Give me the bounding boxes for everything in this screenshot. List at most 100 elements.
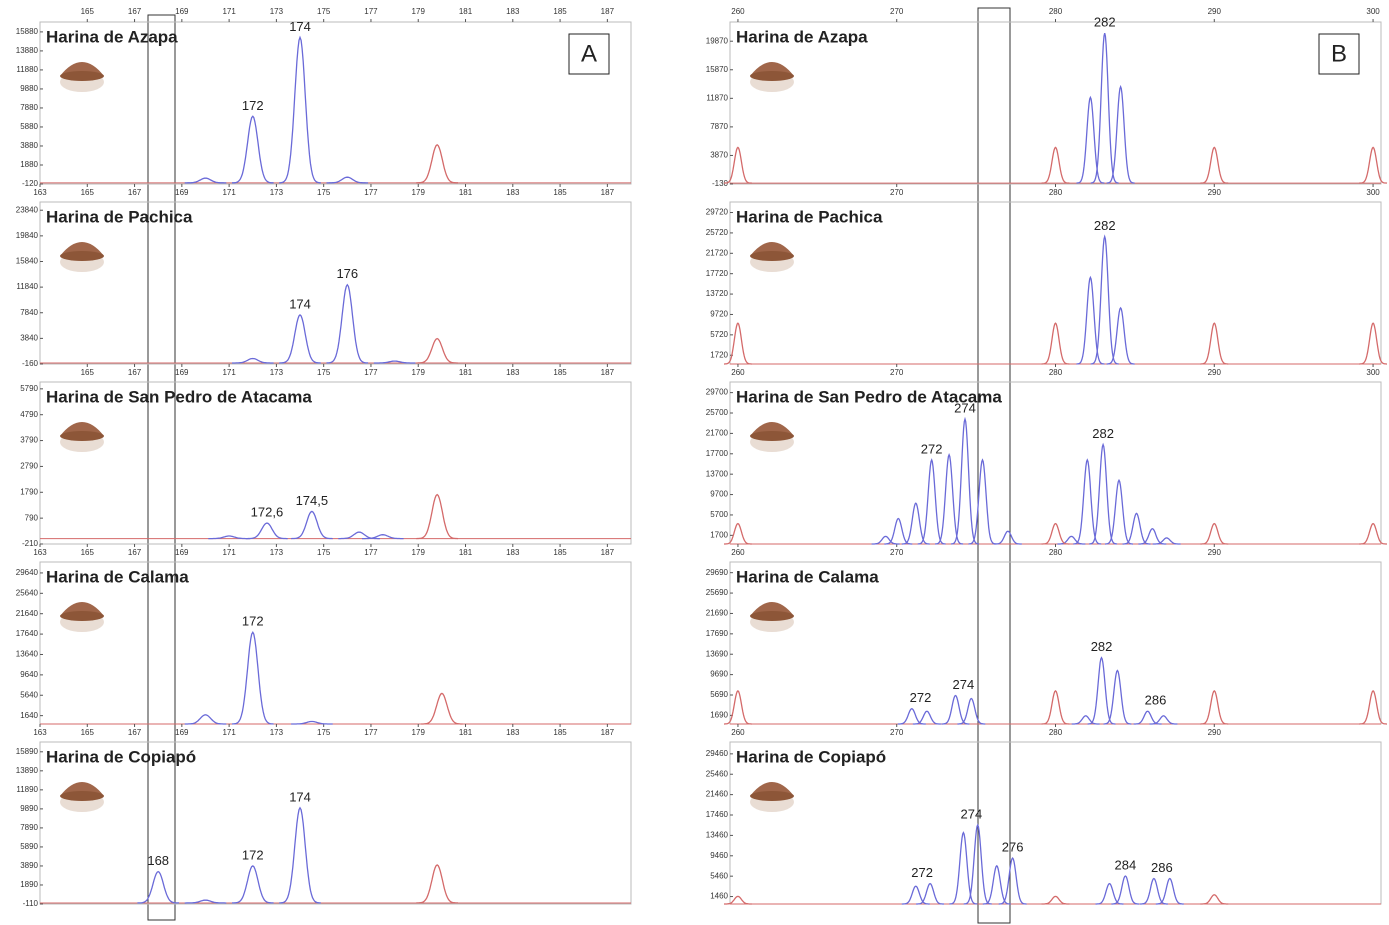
peak [1359, 146, 1388, 184]
y-tick-label: 1790 [20, 487, 38, 496]
peak-label: 172 [242, 98, 264, 113]
peak [998, 857, 1027, 905]
peak-label: 274 [960, 806, 982, 821]
chart-title: Harina de San Pedro de Atacama [736, 387, 1002, 406]
panel-label: B [1331, 40, 1347, 67]
peak [232, 357, 274, 364]
peak [957, 697, 986, 725]
peak [326, 283, 369, 364]
x-tick-label: 290 [1208, 188, 1222, 197]
y-tick-label: 29460 [706, 749, 729, 758]
peak-label: 272 [910, 690, 932, 705]
x-tick-label: 270 [890, 188, 904, 197]
y-tick-label: 29640 [16, 568, 39, 577]
peak-label: 168 [147, 853, 169, 868]
top-tick-label: 175 [317, 7, 331, 16]
y-tick-label: 11890 [16, 785, 38, 794]
peak [1041, 322, 1070, 365]
peak [362, 534, 404, 540]
peak [184, 714, 227, 725]
x-tick-label: 290 [1208, 548, 1222, 557]
y-tick-label: 11840 [16, 282, 38, 291]
top-tick-label: 185 [553, 7, 567, 16]
y-tick-label: 1720 [710, 350, 728, 359]
peak [1057, 535, 1086, 545]
y-tick-label: 5690 [710, 690, 728, 699]
x-tick-label: 163 [33, 728, 47, 737]
top-tick-label: 183 [506, 7, 520, 16]
peak [724, 690, 752, 725]
top-tick-label: 260 [731, 7, 745, 16]
y-tick-label: 13690 [706, 649, 729, 658]
peak [724, 895, 752, 905]
peak [1200, 522, 1229, 545]
peak [1200, 146, 1229, 184]
x-tick-label: 169 [175, 548, 189, 557]
x-tick-label: 165 [81, 548, 95, 557]
plot-frame [39, 741, 632, 905]
peak [968, 458, 997, 545]
peak [871, 535, 900, 545]
peak-label: 176 [336, 266, 358, 281]
peak [724, 522, 752, 545]
x-tick-label: 181 [459, 728, 473, 737]
peak [917, 458, 946, 545]
chart-title: Harina de Calama [46, 567, 189, 586]
peak [935, 453, 964, 545]
y-tick-label: 15880 [16, 27, 39, 36]
y-tick-label: 1890 [20, 880, 38, 889]
peak-label: 174,5 [296, 493, 329, 508]
peak [1041, 146, 1070, 184]
plot-frame [39, 21, 632, 185]
y-tick-label: 21700 [706, 429, 729, 438]
peak [1200, 690, 1229, 725]
peak-label: 174 [289, 19, 311, 34]
x-tick-label: 280 [1049, 188, 1063, 197]
x-tick-label: 300 [1366, 188, 1380, 197]
peak-label: 286 [1151, 860, 1173, 875]
y-tick-label: 13720 [706, 289, 729, 298]
x-tick-label: 185 [553, 188, 567, 197]
peak [901, 502, 930, 545]
peak [1111, 875, 1140, 905]
y-tick-label: 11870 [706, 93, 728, 102]
y-tick-label: 5720 [710, 330, 728, 339]
y-tick-label: 3890 [20, 861, 38, 870]
peak-label: 286 [1145, 693, 1167, 708]
y-tick-label: 17690 [706, 629, 729, 638]
y-tick-label: 5700 [710, 510, 728, 519]
peak [1359, 522, 1387, 545]
x-tick-label: 187 [601, 368, 615, 377]
peak [291, 720, 333, 725]
peak-label: 174 [289, 296, 311, 311]
peak [993, 530, 1022, 545]
x-tick-label: 173 [270, 548, 284, 557]
peak [1103, 669, 1132, 725]
peak [232, 865, 274, 904]
x-tick-label: 185 [553, 728, 567, 737]
y-tick-label: 19870 [706, 36, 729, 45]
y-tick-label: 4790 [20, 410, 38, 419]
y-tick-label: 1700 [710, 530, 728, 539]
x-tick-label: 185 [553, 368, 567, 377]
x-tick-label: 167 [128, 188, 142, 197]
y-tick-label: 9700 [710, 490, 728, 499]
y-tick-label: 17460 [706, 810, 729, 819]
y-tick-label: 13460 [706, 831, 729, 840]
peak [1200, 322, 1229, 365]
x-tick-label: 183 [506, 368, 520, 377]
peak [884, 517, 913, 545]
flour-icon [750, 611, 794, 621]
x-tick-label: 165 [81, 368, 95, 377]
x-tick-label: 260 [731, 548, 745, 557]
peak-label: 282 [1094, 218, 1116, 233]
x-tick-label: 171 [222, 188, 236, 197]
x-tick-label: 179 [412, 728, 426, 737]
y-tick-label: 3840 [20, 333, 38, 342]
x-tick-label: 187 [601, 188, 615, 197]
plot-frame [39, 201, 632, 365]
flour-icon [750, 71, 794, 81]
peak [421, 692, 463, 725]
peak [1200, 894, 1229, 905]
y-tick-label: 9640 [20, 670, 38, 679]
